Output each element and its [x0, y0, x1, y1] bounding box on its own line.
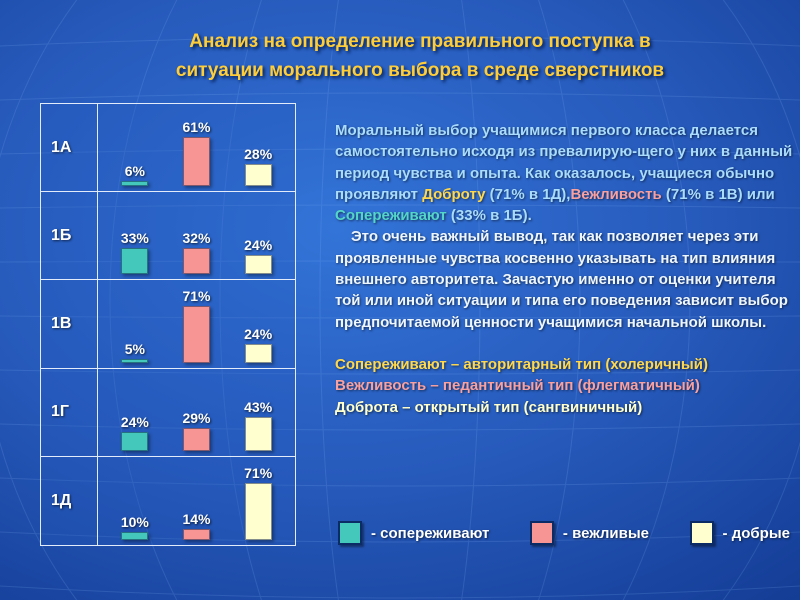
bar-value-label: 28%	[244, 146, 273, 163]
bar-group: 71%	[235, 465, 281, 540]
row-bars: 6% 61% 28%	[98, 104, 295, 191]
chart-row: 1Б 33% 32% 24%	[41, 192, 295, 281]
slide-title-line2: ситуации морального выбора в среде сверс…	[175, 59, 665, 81]
bar-вежливые	[182, 528, 210, 540]
legend-swatch	[529, 521, 554, 545]
slide-title: Анализ на определение правильного поступ…	[70, 28, 770, 85]
row-label: 1Г	[41, 368, 98, 456]
bar-value-label: 32%	[182, 230, 211, 247]
bar-добрые	[244, 343, 272, 363]
bar-group: 61%	[173, 119, 219, 187]
text-segment: (71% в 1Д),	[485, 185, 571, 203]
bar-сопереживают	[121, 181, 149, 187]
bar-group: 14%	[173, 511, 219, 540]
paragraph-conclusion: Это очень важный вывод, так как позволяе…	[335, 228, 788, 331]
bar-group: 33%	[112, 230, 158, 275]
bar-сопереживают	[121, 531, 149, 540]
paragraph-analysis: Моральный выбор учащимися первого класса…	[335, 120, 793, 226]
text-segment: Моральный выбор учащимися первого класса…	[335, 122, 793, 203]
chart-row: 1В 5% 71% 24%	[41, 280, 295, 369]
body-text: Моральный выбор учащимися первого класса…	[335, 120, 793, 418]
bar-value-label: 33%	[120, 230, 149, 247]
text-segment: Сопереживают	[335, 207, 447, 225]
bar-value-label: 71%	[182, 287, 211, 304]
row-bars: 33% 32% 24%	[98, 192, 295, 279]
chart-row: 1А 6% 61% 28%	[41, 104, 295, 193]
legend-label: - сопереживают	[371, 524, 490, 542]
bar-chart-table: 1А 6% 61% 28% 1Б 33% 32% 24% 1В 5% 71% 24% 1Г 24% 29% 4…	[40, 103, 296, 546]
chart-row: 1Г 24% 29% 43%	[41, 368, 295, 457]
bar-value-label: 14%	[182, 510, 211, 527]
bar-group: 32%	[173, 230, 219, 275]
bar-group: 10%	[112, 514, 158, 540]
row-label: 1А	[41, 104, 98, 192]
bar-сопереживают	[121, 431, 149, 451]
bar-вежливые	[182, 427, 210, 451]
bar-group: 24%	[235, 326, 281, 363]
bar-group: 24%	[112, 414, 158, 451]
slide-title-line1: Анализ на определение правильного поступ…	[189, 31, 651, 52]
chart-legend: - сопереживают - вежливые - добрые	[338, 521, 790, 545]
row-bars: 24% 29% 43%	[98, 369, 295, 456]
row-label: 1Б	[41, 192, 98, 280]
text-segment: Доброту	[422, 185, 486, 203]
bar-group: 71%	[173, 288, 219, 363]
bar-добрые	[244, 164, 272, 187]
bar-вежливые	[182, 137, 210, 187]
bar-group: 6%	[112, 163, 158, 187]
legend-item: - добрые	[689, 521, 790, 545]
legend-swatch	[689, 521, 714, 545]
text-segment: Вежливость	[570, 185, 662, 203]
bar-вежливые	[182, 248, 210, 275]
bar-добрые	[244, 255, 272, 275]
bar-value-label: 43%	[244, 398, 273, 415]
temperament-type-lines: Сопереживают – авторитарный тип (холерич…	[335, 354, 793, 418]
type-line: Сопереживают – авторитарный тип (холерич…	[335, 355, 708, 373]
text-segment: (33% в 1Б).	[446, 207, 532, 225]
bar-group: 29%	[173, 410, 219, 451]
row-bars: 5% 71% 24%	[98, 280, 295, 367]
legend-item: - сопереживают	[338, 521, 489, 545]
bar-group: 5%	[112, 341, 158, 363]
bar-group: 24%	[235, 237, 281, 275]
bar-value-label: 10%	[120, 513, 149, 530]
legend-label: - вежливые	[562, 524, 650, 542]
bar-сопереживают	[121, 248, 149, 275]
bar-вежливые	[182, 305, 210, 363]
bar-value-label: 5%	[124, 340, 145, 357]
bar-value-label: 61%	[182, 119, 211, 136]
legend-item: - вежливые	[529, 521, 650, 545]
bar-value-label: 29%	[182, 409, 211, 426]
legend-swatch	[338, 521, 362, 545]
legend-label: - добрые	[722, 524, 790, 542]
text-segment: (71% в 1В) или	[661, 185, 775, 203]
type-line: Доброта – открытый тип (сангвиничный)	[335, 398, 643, 416]
bar-group: 28%	[235, 146, 281, 187]
chart-row: 1Д 10% 14% 71%	[41, 456, 295, 545]
bar-group: 43%	[235, 399, 281, 451]
bar-добрые	[244, 482, 272, 540]
type-line: Вежливость – педантичный тип (флегматичн…	[335, 377, 700, 395]
bar-сопереживают	[121, 358, 149, 363]
bar-value-label: 24%	[244, 325, 273, 342]
row-label: 1Д	[41, 456, 98, 545]
bar-value-label: 6%	[124, 163, 145, 180]
row-bars: 10% 14% 71%	[98, 457, 295, 545]
bar-value-label: 24%	[120, 413, 149, 430]
bar-value-label: 71%	[244, 464, 273, 481]
row-label: 1В	[41, 280, 98, 368]
bar-добрые	[244, 416, 272, 451]
bar-value-label: 24%	[244, 237, 273, 254]
